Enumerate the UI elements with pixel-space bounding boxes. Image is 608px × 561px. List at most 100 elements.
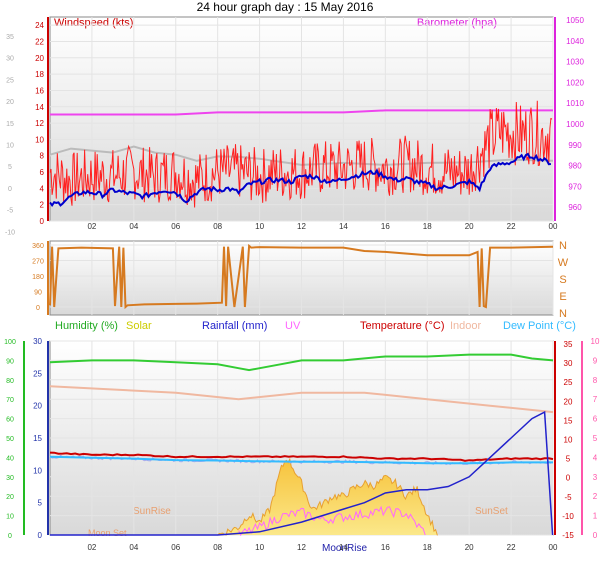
grey-tick-label: 25 [6,77,14,84]
temp-x-tick-label: 12 [297,543,306,552]
humidity-tick-label: 100 [4,339,16,346]
temp-x-tick-label: 08 [213,543,222,552]
dir-tick-label: 270 [32,259,44,266]
grey-tick-label: -5 [7,208,13,215]
baro-tick-label: 1020 [566,78,584,87]
temp-tick-label: 20 [564,397,573,406]
wind-x-tick-label: 18 [423,222,432,231]
grey-tick-label: 35 [6,34,14,41]
humidity-tick-label: 90 [6,358,14,365]
uv-line [238,505,426,537]
uv-tick-label: 5 [593,434,598,443]
temp-x-tick-label: 10 [255,543,264,552]
chart-marks: 24222018161412108642035302520151050-5-10… [4,16,600,552]
humidity-label: Humidity (%) [55,320,118,332]
wind-tick-label: 16 [35,86,44,95]
wind-x-tick-label: 14 [339,222,348,231]
gust-line [49,100,553,208]
baro-tick-label: 1030 [566,58,584,67]
temperature-label: Temperature (°C) [360,320,444,332]
baro-tick-label: 990 [568,141,582,150]
dir-compass-label: W [558,257,569,269]
dir-compass-label: N [559,240,567,252]
grey-tick-label: 15 [6,121,14,128]
humidity-tick-label: 70 [6,397,14,404]
temp-tick-label: 0 [566,474,571,483]
uv-tick-label: 4 [593,453,598,462]
temp-tick-label: 25 [564,378,573,387]
moonrise-annotation: MoonRise [322,543,367,554]
wind-x-tick-label: 12 [297,222,306,231]
wind-x-tick-label: 08 [213,222,222,231]
dir-tick-label: 90 [34,290,42,297]
temp-tick-label: 10 [564,436,573,445]
dir-tick-label: 0 [36,305,40,312]
dir-compass-label: E [559,291,566,303]
uv-tick-label: 2 [593,492,598,501]
dir-tick-label: 180 [32,274,44,281]
dewpoint-label: Dew Point (°C) [503,320,576,332]
grey-tick-label: 0 [8,186,12,193]
moonset-annotation: Moon Set [88,528,127,538]
grey-tick-label: 30 [6,56,14,63]
indoor-line [49,385,554,414]
wind-tick-label: 4 [40,184,45,193]
baro-tick-label: 1000 [566,120,584,129]
temperature-line [49,451,554,462]
uv-tick-label: 9 [593,356,598,365]
wind-tick-label: 24 [35,21,44,30]
humidity-tick-label: 10 [6,514,14,521]
rain-tick-label: 25 [33,369,42,378]
temp-x-tick-label: 06 [171,543,180,552]
temp-tick-label: -15 [562,531,574,540]
wind-tick-label: 0 [40,217,45,226]
dir-compass-label: N [559,308,567,320]
baro-tick-label: 960 [568,203,582,212]
dir-compass-label: S [559,274,566,286]
temp-tick-label: 30 [564,359,573,368]
humidity-line [49,353,554,372]
temp-x-tick-label: 22 [507,543,516,552]
wind-tick-label: 22 [35,37,44,46]
dir-tick-label: 360 [32,243,44,250]
wind-x-tick-label: 00 [549,222,558,231]
barometer-axis-label: Barometer (hpa) [417,17,497,29]
wind-tick-label: 10 [35,135,44,144]
temp-x-tick-label: 14 [339,543,348,552]
wind-tick-label: 6 [40,168,45,177]
rain-tick-label: 15 [33,434,42,443]
rain-tick-label: 30 [33,337,42,346]
wind-x-tick-label: 04 [129,222,138,231]
temp-tick-label: 15 [564,416,573,425]
temp-x-tick-label: 04 [129,543,138,552]
grey-tick-label: 5 [8,164,12,171]
solar-label: Solar [126,320,152,332]
humidity-tick-label: 80 [6,378,14,385]
uv-tick-label: 10 [591,337,600,346]
indoor-label: Indoor [450,320,482,332]
humidity-tick-label: 40 [6,455,14,462]
direction-line [49,243,554,310]
wind-tick-label: 2 [40,201,45,210]
wind-x-tick-label: 22 [507,222,516,231]
baro-tick-label: 1010 [566,99,584,108]
wind-x-tick-label: 20 [465,222,474,231]
wind-tick-label: 12 [35,119,44,128]
grey-tick-label: -10 [5,229,15,236]
rainfall-label: Rainfall (mm) [202,320,267,332]
grey-tick-label: 10 [6,143,14,150]
temp-x-tick-label: 20 [465,543,474,552]
uv-tick-label: 8 [593,376,598,385]
average-wind-line [49,152,551,208]
uv-tick-label: 6 [593,415,598,424]
wind-x-tick-label: 10 [255,222,264,231]
humidity-tick-label: 60 [6,417,14,424]
temp-x-tick-label: 02 [87,543,96,552]
page-title: 24 hour graph day : 15 May 2016 [197,0,374,14]
rain-tick-label: 10 [33,466,42,475]
rainfall-line [50,410,554,536]
uv-tick-label: 0 [593,531,598,540]
wind-tick-label: 8 [40,152,45,161]
wind-x-tick-label: 16 [381,222,390,231]
